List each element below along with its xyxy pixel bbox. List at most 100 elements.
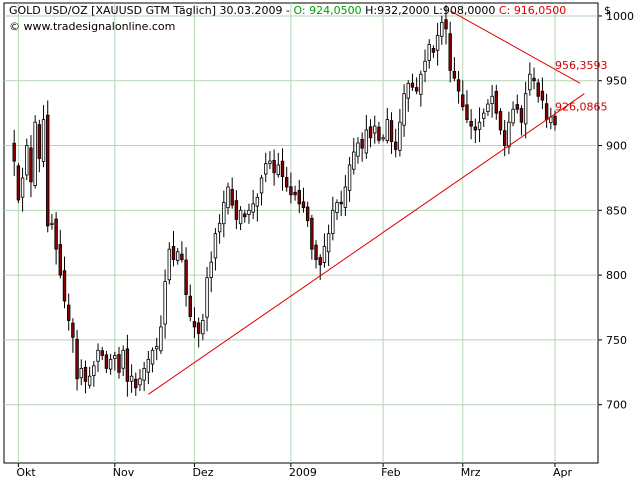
- x-axis: Okt Nov Dez 2009 Feb Mrz Apr: [16, 463, 573, 479]
- candle-down: [100, 350, 104, 356]
- annotations: 956,3593 926,0865: [555, 59, 608, 113]
- x-tick-label: Dez: [192, 466, 213, 479]
- candle-down: [280, 160, 285, 178]
- candle-down: [104, 354, 109, 369]
- candle-down: [502, 130, 507, 146]
- candle-up: [402, 93, 406, 126]
- candle-down: [469, 120, 473, 127]
- candle-up: [175, 251, 180, 261]
- candle-down: [12, 142, 16, 162]
- candle-up: [523, 93, 528, 125]
- candle-up: [226, 186, 230, 209]
- chart-header: GOLD USD/OZ [XAUUSD GTM Täglich] 30.03.2…: [9, 4, 566, 17]
- trendline-value-label: 926,0865: [555, 101, 608, 114]
- candle-down: [393, 141, 398, 150]
- candle-down: [473, 126, 478, 131]
- candle-down: [66, 304, 71, 321]
- candle-up: [381, 137, 385, 140]
- candle-up: [41, 119, 46, 162]
- y-tick-label: 750: [606, 334, 627, 347]
- candle-down: [461, 94, 465, 108]
- candle-up: [373, 125, 377, 134]
- candle-up: [251, 203, 255, 213]
- candle-down: [134, 378, 138, 389]
- candle-up: [435, 34, 440, 51]
- candle-up: [92, 365, 96, 376]
- candles: [12, 5, 557, 397]
- candle-up: [347, 164, 352, 191]
- x-tick-label: Nov: [113, 466, 135, 479]
- candle-up: [213, 233, 218, 259]
- candle-up: [87, 375, 92, 386]
- candle-down: [314, 244, 318, 260]
- candle-up: [108, 358, 113, 370]
- candle-down: [297, 189, 301, 205]
- candle-down: [452, 70, 457, 79]
- candle-down: [498, 111, 503, 131]
- candle-up: [142, 368, 146, 381]
- candle-up: [205, 277, 209, 318]
- candle-up: [507, 121, 511, 148]
- trendline-resistance: [449, 10, 581, 84]
- candle-down: [289, 186, 293, 196]
- plot-frame: [3, 2, 599, 464]
- candle-down: [62, 270, 67, 302]
- candle-up: [163, 281, 167, 325]
- open-label: O:: [293, 4, 305, 17]
- candle-down: [456, 79, 461, 92]
- candle-down: [310, 217, 314, 250]
- x-tick-label: Okt: [16, 466, 36, 479]
- candle-up: [33, 121, 37, 186]
- currency-label: $: [604, 4, 611, 17]
- candle-up: [150, 349, 155, 365]
- candle-down: [414, 87, 419, 92]
- candle-down: [71, 322, 75, 338]
- y-tick-label: 950: [606, 75, 627, 88]
- website-label: © www.tradesignalonline.com: [9, 20, 175, 33]
- candle-up: [146, 358, 151, 373]
- y-tick-label: 700: [606, 399, 627, 412]
- candle-down: [46, 114, 50, 227]
- candle-up: [201, 320, 205, 335]
- candle-down: [536, 82, 540, 97]
- candle-down: [29, 147, 33, 183]
- candle-down: [230, 189, 234, 206]
- candle-down: [544, 103, 549, 121]
- candle-up: [247, 209, 251, 215]
- candle-up: [20, 177, 25, 198]
- candle-up: [259, 177, 264, 194]
- y-tick-label: 800: [606, 269, 627, 282]
- trendline-support: [148, 93, 585, 395]
- candle-down: [448, 33, 452, 71]
- candle-up: [490, 95, 494, 105]
- candle-down: [171, 246, 176, 260]
- candle-down: [293, 191, 297, 196]
- candle-down: [125, 348, 130, 382]
- candle-down: [16, 165, 21, 201]
- candle-down: [196, 322, 201, 334]
- candle-up: [486, 103, 490, 112]
- y-tick-label: 1000: [606, 10, 634, 23]
- candle-down: [305, 206, 310, 222]
- candle-down: [75, 338, 79, 380]
- candle-up: [255, 196, 260, 207]
- candle-up: [138, 378, 142, 386]
- x-tick-label: Mrz: [461, 466, 481, 479]
- candle-down: [339, 201, 343, 205]
- candle-up: [398, 121, 402, 151]
- candle-down: [532, 77, 536, 82]
- candle-down: [117, 354, 121, 373]
- x-tick-label: Feb: [381, 466, 400, 479]
- y-axis: 700 750 800 850 900 950 1000: [598, 10, 634, 412]
- candle-down: [519, 108, 524, 123]
- candle-up: [335, 202, 339, 213]
- candle-up: [326, 233, 331, 253]
- trendlines: [148, 10, 585, 395]
- candle-down: [515, 104, 519, 110]
- candle-down: [444, 19, 448, 30]
- candle-up: [222, 202, 226, 225]
- candle-down: [54, 218, 58, 250]
- candle-down: [284, 177, 289, 188]
- high-low-label: H:932,2000 L:908,0000: [365, 4, 495, 17]
